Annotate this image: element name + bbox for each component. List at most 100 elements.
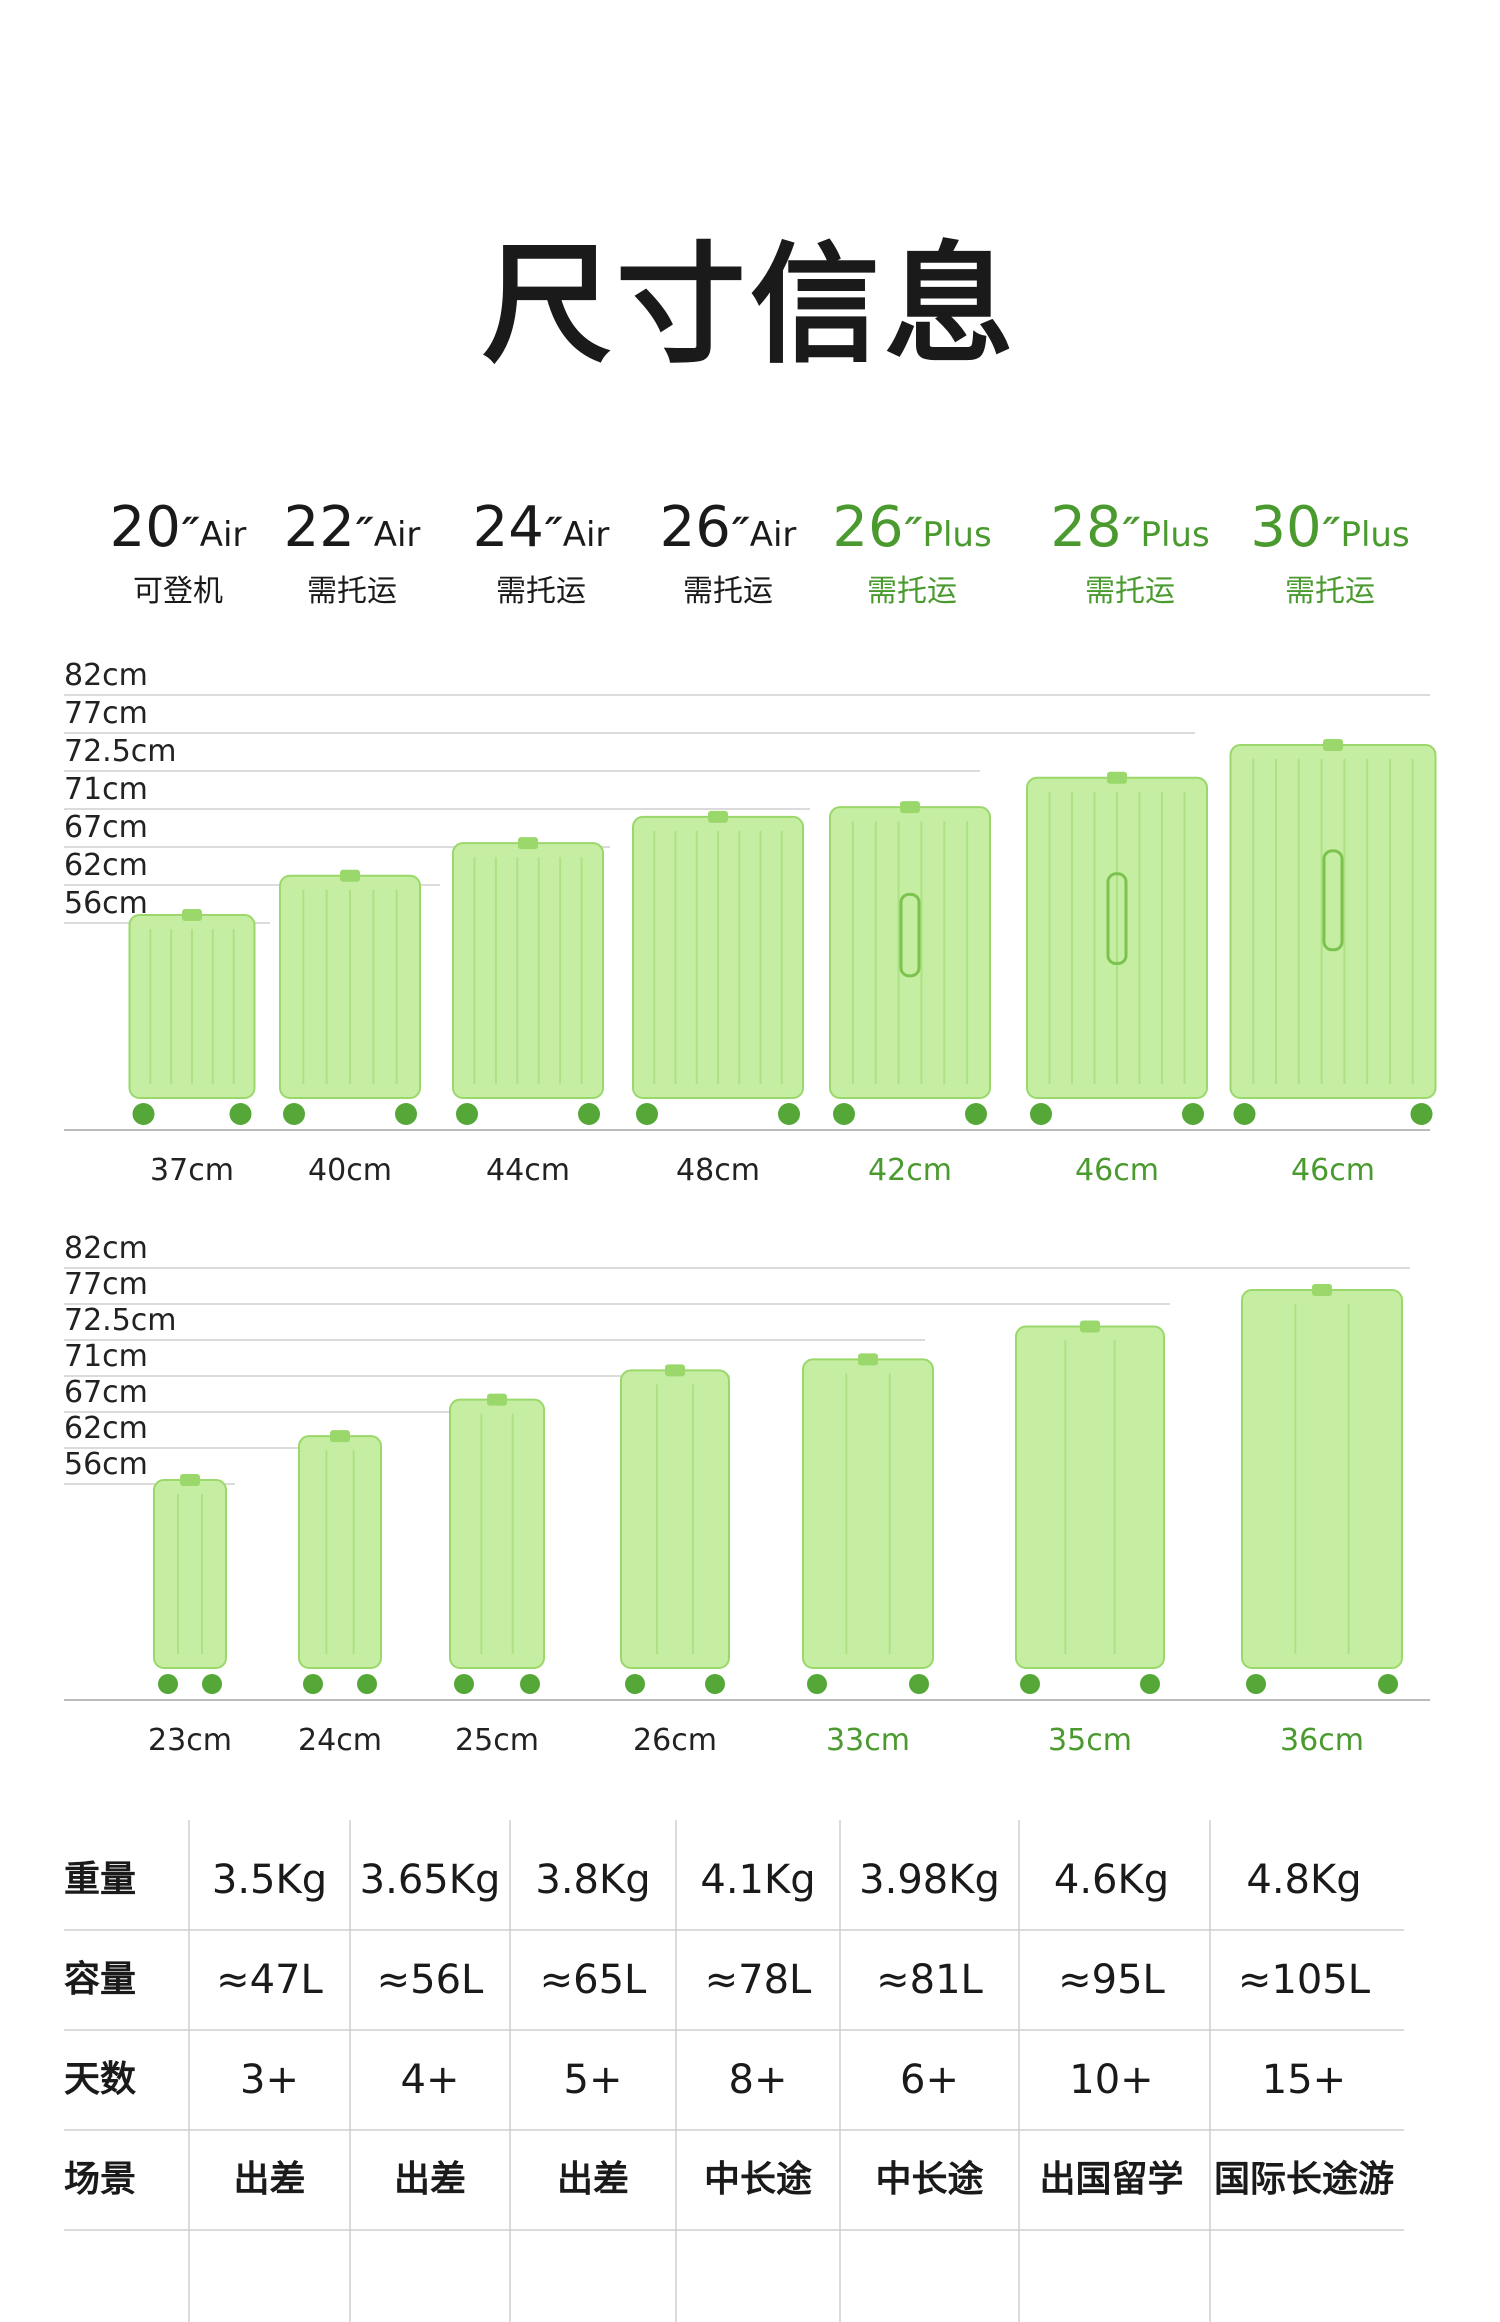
spec-cell: 4.6Kg	[1053, 1857, 1170, 1903]
spec-cell: 出差	[556, 2159, 629, 2200]
case-shell	[452, 842, 604, 1099]
model-mark: ″	[544, 510, 563, 556]
spec-row: 重量 3.5Kg 3.65Kg 3.8Kg 4.1Kg 3.98Kg 4.6Kg 4.8Kg	[64, 1830, 1404, 1930]
height-label: 71cm	[64, 772, 148, 807]
model-6: 30″Plus 需托运	[1230, 500, 1430, 610]
model-mark: ″	[1322, 510, 1341, 556]
width-label: 36cm	[1280, 1723, 1364, 1758]
wheel	[1246, 1674, 1266, 1694]
height-label: 67cm	[64, 810, 148, 845]
side-suitcase	[1241, 1284, 1403, 1694]
specs-grid	[64, 1820, 1404, 2322]
model-num: 20	[109, 495, 181, 560]
width-label: 37cm	[150, 1153, 234, 1188]
wheel	[132, 1103, 155, 1125]
width-label: 26cm	[633, 1723, 717, 1758]
spec-cell: 3.65Kg	[359, 1857, 501, 1903]
model-mark: ″	[181, 510, 200, 556]
spec-cell: ≈78L	[704, 1957, 812, 2003]
model-4: 26″Plus 需托运	[812, 500, 1012, 610]
model-num: 30	[1250, 495, 1322, 560]
height-label: 72.5cm	[64, 734, 177, 769]
wheel	[357, 1674, 377, 1694]
model-size: 24″Air	[441, 500, 641, 556]
height-label: 77cm	[64, 696, 148, 731]
case-handle	[1107, 771, 1127, 784]
wheel	[909, 1674, 929, 1694]
front-suitcase	[279, 869, 421, 1125]
spec-cell: ≈56L	[376, 1957, 484, 2003]
case-shell	[1241, 1289, 1403, 1669]
model-variant: Air	[199, 515, 247, 555]
wheel	[1233, 1103, 1256, 1125]
wheel	[283, 1103, 305, 1125]
width-label: 40cm	[308, 1153, 392, 1188]
side-suitcase	[1015, 1320, 1165, 1694]
wheel	[705, 1674, 725, 1694]
case-shell	[802, 1358, 934, 1670]
side-suitcase	[153, 1474, 227, 1694]
case-handle	[1312, 1284, 1332, 1296]
spec-row-label: 容量	[64, 1959, 137, 2000]
model-variant: Air	[562, 515, 610, 555]
spec-cell: ≈65L	[539, 1957, 647, 2003]
wheel	[965, 1103, 987, 1125]
spec-cell: 出差	[233, 2159, 306, 2200]
wheel	[1410, 1103, 1433, 1125]
front-suitcase	[829, 801, 991, 1125]
front-suitcase	[1026, 771, 1208, 1125]
case-handle	[1080, 1320, 1100, 1333]
case-handle	[708, 810, 728, 823]
model-sub: 可登机	[133, 574, 223, 609]
front-suitcase	[128, 909, 256, 1125]
case-handle	[858, 1353, 878, 1366]
model-variant: Air	[749, 515, 797, 555]
case-shell	[298, 1435, 382, 1669]
wheel	[1140, 1674, 1160, 1694]
model-variant: Air	[373, 515, 421, 555]
width-label: 46cm	[1075, 1153, 1159, 1188]
wheel	[1020, 1674, 1040, 1694]
model-size: 26″Air	[628, 500, 828, 556]
model-size: 26″Plus	[812, 500, 1012, 556]
spec-cell: 出国留学	[1039, 2159, 1184, 2200]
model-3: 26″Air 需托运	[628, 500, 828, 610]
case-shell	[1015, 1325, 1165, 1669]
spec-cell: 4+	[400, 2057, 460, 2103]
height-label: 72.5cm	[64, 1303, 177, 1338]
model-sub: 需托运	[307, 574, 397, 609]
spec-cell: 中长途	[875, 2159, 984, 2200]
side-grip	[1106, 872, 1128, 965]
model-num: 26	[659, 495, 731, 560]
case-handle	[1323, 739, 1343, 751]
wheel	[520, 1674, 540, 1694]
wheel	[578, 1103, 600, 1125]
spec-cell: 3.5Kg	[211, 1857, 328, 1903]
spec-cell: 3.8Kg	[535, 1857, 651, 1903]
wheel	[1182, 1103, 1204, 1125]
width-label: 46cm	[1291, 1153, 1375, 1188]
model-0: 20″Air 可登机	[78, 500, 278, 610]
width-label: 48cm	[676, 1153, 760, 1188]
spec-cell: 4.8Kg	[1246, 1857, 1362, 1903]
model-variant: Plus	[922, 515, 992, 555]
wheel	[636, 1103, 658, 1125]
width-label: 25cm	[455, 1723, 539, 1758]
case-handle	[182, 909, 202, 921]
wheel	[158, 1674, 178, 1694]
height-label: 62cm	[64, 1411, 148, 1446]
wheel	[833, 1103, 855, 1125]
spec-row: 容量 ≈47L ≈56L ≈65L ≈78L ≈81L ≈95L ≈105L	[64, 1930, 1404, 2030]
case-handle	[518, 837, 538, 850]
side-suitcase	[449, 1393, 545, 1694]
width-label: 35cm	[1048, 1723, 1132, 1758]
spec-cell: 15+	[1261, 2057, 1347, 2103]
wheel	[303, 1674, 323, 1694]
model-1: 22″Air 需托运	[252, 500, 452, 610]
case-handle	[487, 1393, 507, 1406]
wheel	[229, 1103, 252, 1125]
height-label: 82cm	[64, 1231, 148, 1266]
spec-cell: 4.1Kg	[700, 1857, 816, 1903]
wheel	[395, 1103, 417, 1125]
wheel	[456, 1103, 478, 1125]
